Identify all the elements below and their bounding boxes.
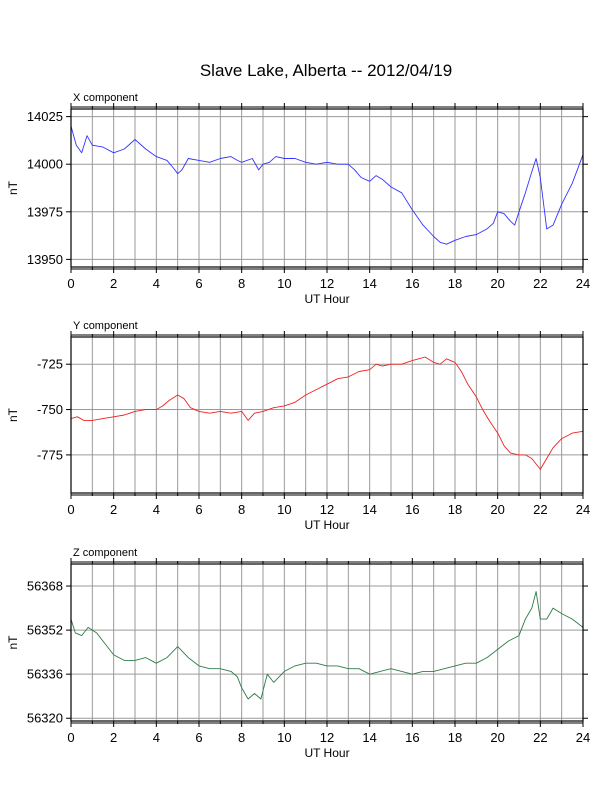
x-tick-label: 12 <box>320 276 334 291</box>
x-tick-label: 20 <box>490 502 504 517</box>
y-tick-label: 14000 <box>27 157 63 172</box>
x-component-line <box>70 125 584 245</box>
x-tick-label: 18 <box>448 730 462 745</box>
x-tick-label: 8 <box>238 276 245 291</box>
x-tick-label: 0 <box>67 502 74 517</box>
x-tick-label: 22 <box>533 276 547 291</box>
x-tick-label: 6 <box>195 502 202 517</box>
x-tick-label: 12 <box>320 730 334 745</box>
x-tick-label: 16 <box>405 276 419 291</box>
y-tick-label: 13975 <box>27 204 63 219</box>
x-tick-label: 24 <box>576 730 590 745</box>
x-tick-label: 14 <box>362 502 376 517</box>
x-tick-label: 10 <box>277 730 291 745</box>
y-tick-label: 56368 <box>27 579 63 594</box>
x-tick-label: 8 <box>238 502 245 517</box>
x-tick-label: 16 <box>405 730 419 745</box>
x-tick-label: 8 <box>238 730 245 745</box>
x-tick-label: 16 <box>405 502 419 517</box>
y-tick-label: 56352 <box>27 623 63 638</box>
x-tick-label: 12 <box>320 502 334 517</box>
z-component-panel: 0 2 4 6 8 10 12 14 16 18 20 22 245632056336563525636… <box>6 547 590 760</box>
x-tick-label: 14 <box>362 276 376 291</box>
x-tick-label: 0 <box>67 276 74 291</box>
y-tick-label: 14025 <box>27 109 63 124</box>
y-tick-label: 56320 <box>27 711 63 726</box>
y-tick-label: -725 <box>37 357 63 372</box>
x-component-title: X component <box>73 92 138 104</box>
y-axis-label: nT <box>6 180 20 195</box>
panels: 0 2 4 6 8 10 12 14 16 18 20 22 241395013975140001402… <box>6 92 590 760</box>
x-tick-label: 20 <box>490 730 504 745</box>
x-tick-label: 20 <box>490 276 504 291</box>
y-axis-label: nT <box>6 407 20 422</box>
figure-title: Slave Lake, Alberta -- 2012/04/19 <box>200 61 452 80</box>
x-axis-label: UT Hour <box>304 746 349 760</box>
y-tick-label: -750 <box>37 402 63 417</box>
z-component-line <box>70 591 584 700</box>
y-tick-label: 56336 <box>27 667 63 682</box>
y-component-title: Y component <box>73 320 138 332</box>
x-tick-label: 6 <box>195 730 202 745</box>
x-tick-label: 4 <box>153 502 160 517</box>
x-tick-label: 22 <box>533 730 547 745</box>
x-tick-label: 0 <box>67 730 74 745</box>
x-tick-label: 24 <box>576 276 590 291</box>
x-tick-label: 2 <box>110 730 117 745</box>
x-tick-label: 14 <box>362 730 376 745</box>
x-tick-label: 10 <box>277 276 291 291</box>
x-tick-label: 22 <box>533 502 547 517</box>
y-axis-label: nT <box>6 635 20 650</box>
x-axis-label: UT Hour <box>304 292 349 306</box>
x-tick-label: 18 <box>448 502 462 517</box>
y-tick-label: -775 <box>37 447 63 462</box>
x-tick-label: 10 <box>277 502 291 517</box>
x-tick-label: 18 <box>448 276 462 291</box>
x-tick-label: 6 <box>195 276 202 291</box>
y-tick-label: 13950 <box>27 252 63 267</box>
x-axis-label: UT Hour <box>304 518 349 532</box>
x-tick-label: 4 <box>153 276 160 291</box>
x-tick-label: 2 <box>110 502 117 517</box>
x-tick-label: 2 <box>110 276 117 291</box>
x-component-panel: 0 2 4 6 8 10 12 14 16 18 20 22 241395013975140001402… <box>6 92 590 306</box>
x-tick-label: 24 <box>576 502 590 517</box>
y-component-line <box>70 356 584 470</box>
z-component-title: Z component <box>73 547 137 559</box>
x-tick-label: 4 <box>153 730 160 745</box>
